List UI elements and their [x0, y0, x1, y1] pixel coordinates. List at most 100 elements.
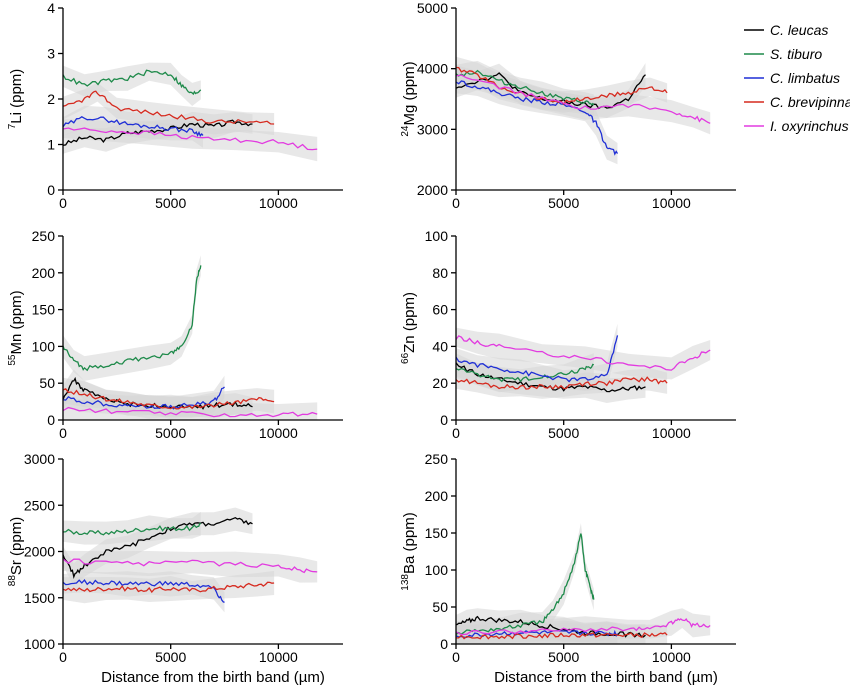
series-line-c--leucas	[62, 119, 253, 146]
series-line-i--oxyrinchus	[62, 558, 318, 574]
series-line-s--tiburo	[455, 363, 595, 383]
series-line-c--brevipinna	[62, 90, 275, 125]
legend-item-c--leucas: C. leucas	[744, 22, 828, 38]
band-4	[63, 550, 318, 583]
y-tick-label: 200	[425, 488, 449, 504]
x-tick-label: 5000	[155, 195, 186, 211]
series-line-s--tiburo	[62, 522, 201, 536]
series-line-s--tiburo	[455, 533, 595, 635]
x-tick-label: 0	[452, 649, 460, 665]
series-line-i--oxyrinchus	[455, 74, 711, 124]
x-tick-label: 5000	[548, 195, 579, 211]
series-line-c--brevipinna	[455, 632, 668, 640]
band-3	[63, 82, 275, 136]
band-1	[63, 255, 201, 381]
y-tick-label: 2000	[417, 182, 448, 198]
band-4	[63, 119, 318, 162]
series-line-i--oxyrinchus	[455, 618, 711, 636]
y-axis-label: 55Mn (ppm)	[7, 290, 25, 365]
y-tick-label: 1500	[24, 590, 55, 606]
y-tick-label: 50	[432, 599, 448, 615]
y-tick-label: 100	[425, 562, 449, 578]
y-tick-label: 80	[432, 265, 448, 281]
legend-item-i--oxyrinchus: I. oxyrinchus	[744, 118, 849, 134]
y-tick-label: 2	[47, 91, 55, 107]
x-tick-label: 10000	[652, 425, 691, 441]
y-tick-label: 3000	[24, 451, 55, 467]
series-line-c--brevipinna	[455, 66, 668, 106]
y-tick-label: 200	[32, 265, 56, 281]
band-3	[63, 570, 275, 604]
y-tick-label: 4000	[417, 61, 448, 77]
series-line-i--oxyrinchus	[62, 406, 318, 418]
x-tick-label: 5000	[155, 425, 186, 441]
y-tick-label: 250	[32, 228, 56, 244]
x-tick-label: 10000	[259, 425, 298, 441]
legend-item-c--brevipinna: C. brevipinna	[744, 94, 850, 110]
y-tick-label: 250	[425, 451, 449, 467]
x-tick-label: 0	[59, 195, 67, 211]
x-axis-label: Distance from the birth band (µm)	[101, 669, 325, 686]
x-tick-label: 10000	[259, 195, 298, 211]
series-line-c--limbatus	[455, 80, 619, 156]
y-tick-label: 60	[432, 302, 448, 318]
y-tick-label: 100	[32, 338, 56, 354]
series-line-s--tiburo	[62, 69, 202, 96]
y-tick-label: 50	[39, 375, 55, 391]
panel-li: 0 1 2 3 4 0 5000 10000 7Li (ppm)	[7, 0, 343, 211]
y-tick-label: 0	[440, 412, 448, 428]
x-tick-label: 5000	[155, 649, 186, 665]
y-axis-label: 88Sr (ppm)	[7, 517, 25, 586]
x-tick-label: 0	[452, 195, 460, 211]
panel-sr: 1000 1500 2000 2500 3000 0 5000 10000 88Sr (ppm)…	[7, 451, 343, 686]
x-axis-label: Distance from the birth band (µm)	[494, 669, 718, 686]
x-tick-label: 10000	[259, 649, 298, 665]
legend-label: I. oxyrinchus	[770, 118, 849, 134]
y-axis-label: 138Ba (ppm)	[400, 512, 418, 590]
y-axis-label: 66Zn (ppm)	[400, 292, 418, 364]
legend-label: C. limbatus	[770, 70, 840, 86]
x-tick-label: 10000	[652, 195, 691, 211]
y-tick-label: 3000	[417, 121, 448, 137]
x-tick-label: 0	[59, 649, 67, 665]
band-1	[63, 511, 201, 545]
series-line-c--limbatus	[62, 579, 225, 603]
x-tick-label: 0	[452, 425, 460, 441]
y-tick-label: 2500	[24, 497, 55, 513]
series-line-c--brevipinna	[62, 387, 275, 410]
band-0	[63, 507, 253, 586]
series-line-c--brevipinna	[455, 376, 668, 390]
panel-mg: 2000 3000 4000 5000 0 5000 10000 24Mg (ppm)	[400, 0, 736, 211]
series-line-c--limbatus	[455, 335, 619, 383]
y-tick-label: 0	[47, 182, 55, 198]
y-tick-label: 1	[47, 137, 55, 153]
panel-mn: 0 50 100 150 200 250 0 5000 10000 55Mn (ppm)	[7, 228, 343, 441]
y-axis-label: 24Mg (ppm)	[400, 61, 418, 136]
series-line-c--leucas	[62, 516, 253, 580]
y-tick-label: 1000	[24, 636, 55, 652]
legend-label: C. leucas	[770, 22, 828, 38]
panel-zn: 0 20 40 60 80 100 0 5000 10000 66Zn (ppm)	[400, 228, 736, 441]
y-tick-label: 20	[432, 375, 448, 391]
legend-item-c--limbatus: C. limbatus	[744, 70, 840, 86]
legend: C. leucas S. tiburo C. limbatus C. brevipin…	[744, 22, 850, 134]
y-tick-label: 0	[440, 636, 448, 652]
y-tick-label: 150	[425, 525, 449, 541]
y-tick-label: 2000	[24, 544, 55, 560]
y-tick-label: 4	[47, 0, 55, 16]
legend-item-s--tiburo: S. tiburo	[744, 46, 822, 62]
x-tick-label: 5000	[548, 649, 579, 665]
series-line-s--tiburo	[62, 265, 202, 372]
series-line-i--oxyrinchus	[455, 335, 711, 371]
x-tick-label: 5000	[548, 425, 579, 441]
legend-label: S. tiburo	[770, 46, 822, 62]
y-axis-label: 7Li (ppm)	[7, 69, 25, 130]
series-line-s--tiburo	[455, 69, 595, 106]
x-tick-label: 10000	[652, 649, 691, 665]
legend-label: C. brevipinna	[770, 94, 850, 110]
y-tick-label: 100	[425, 228, 449, 244]
y-tick-label: 40	[432, 338, 448, 354]
x-tick-label: 0	[59, 425, 67, 441]
y-tick-label: 5000	[417, 0, 448, 16]
